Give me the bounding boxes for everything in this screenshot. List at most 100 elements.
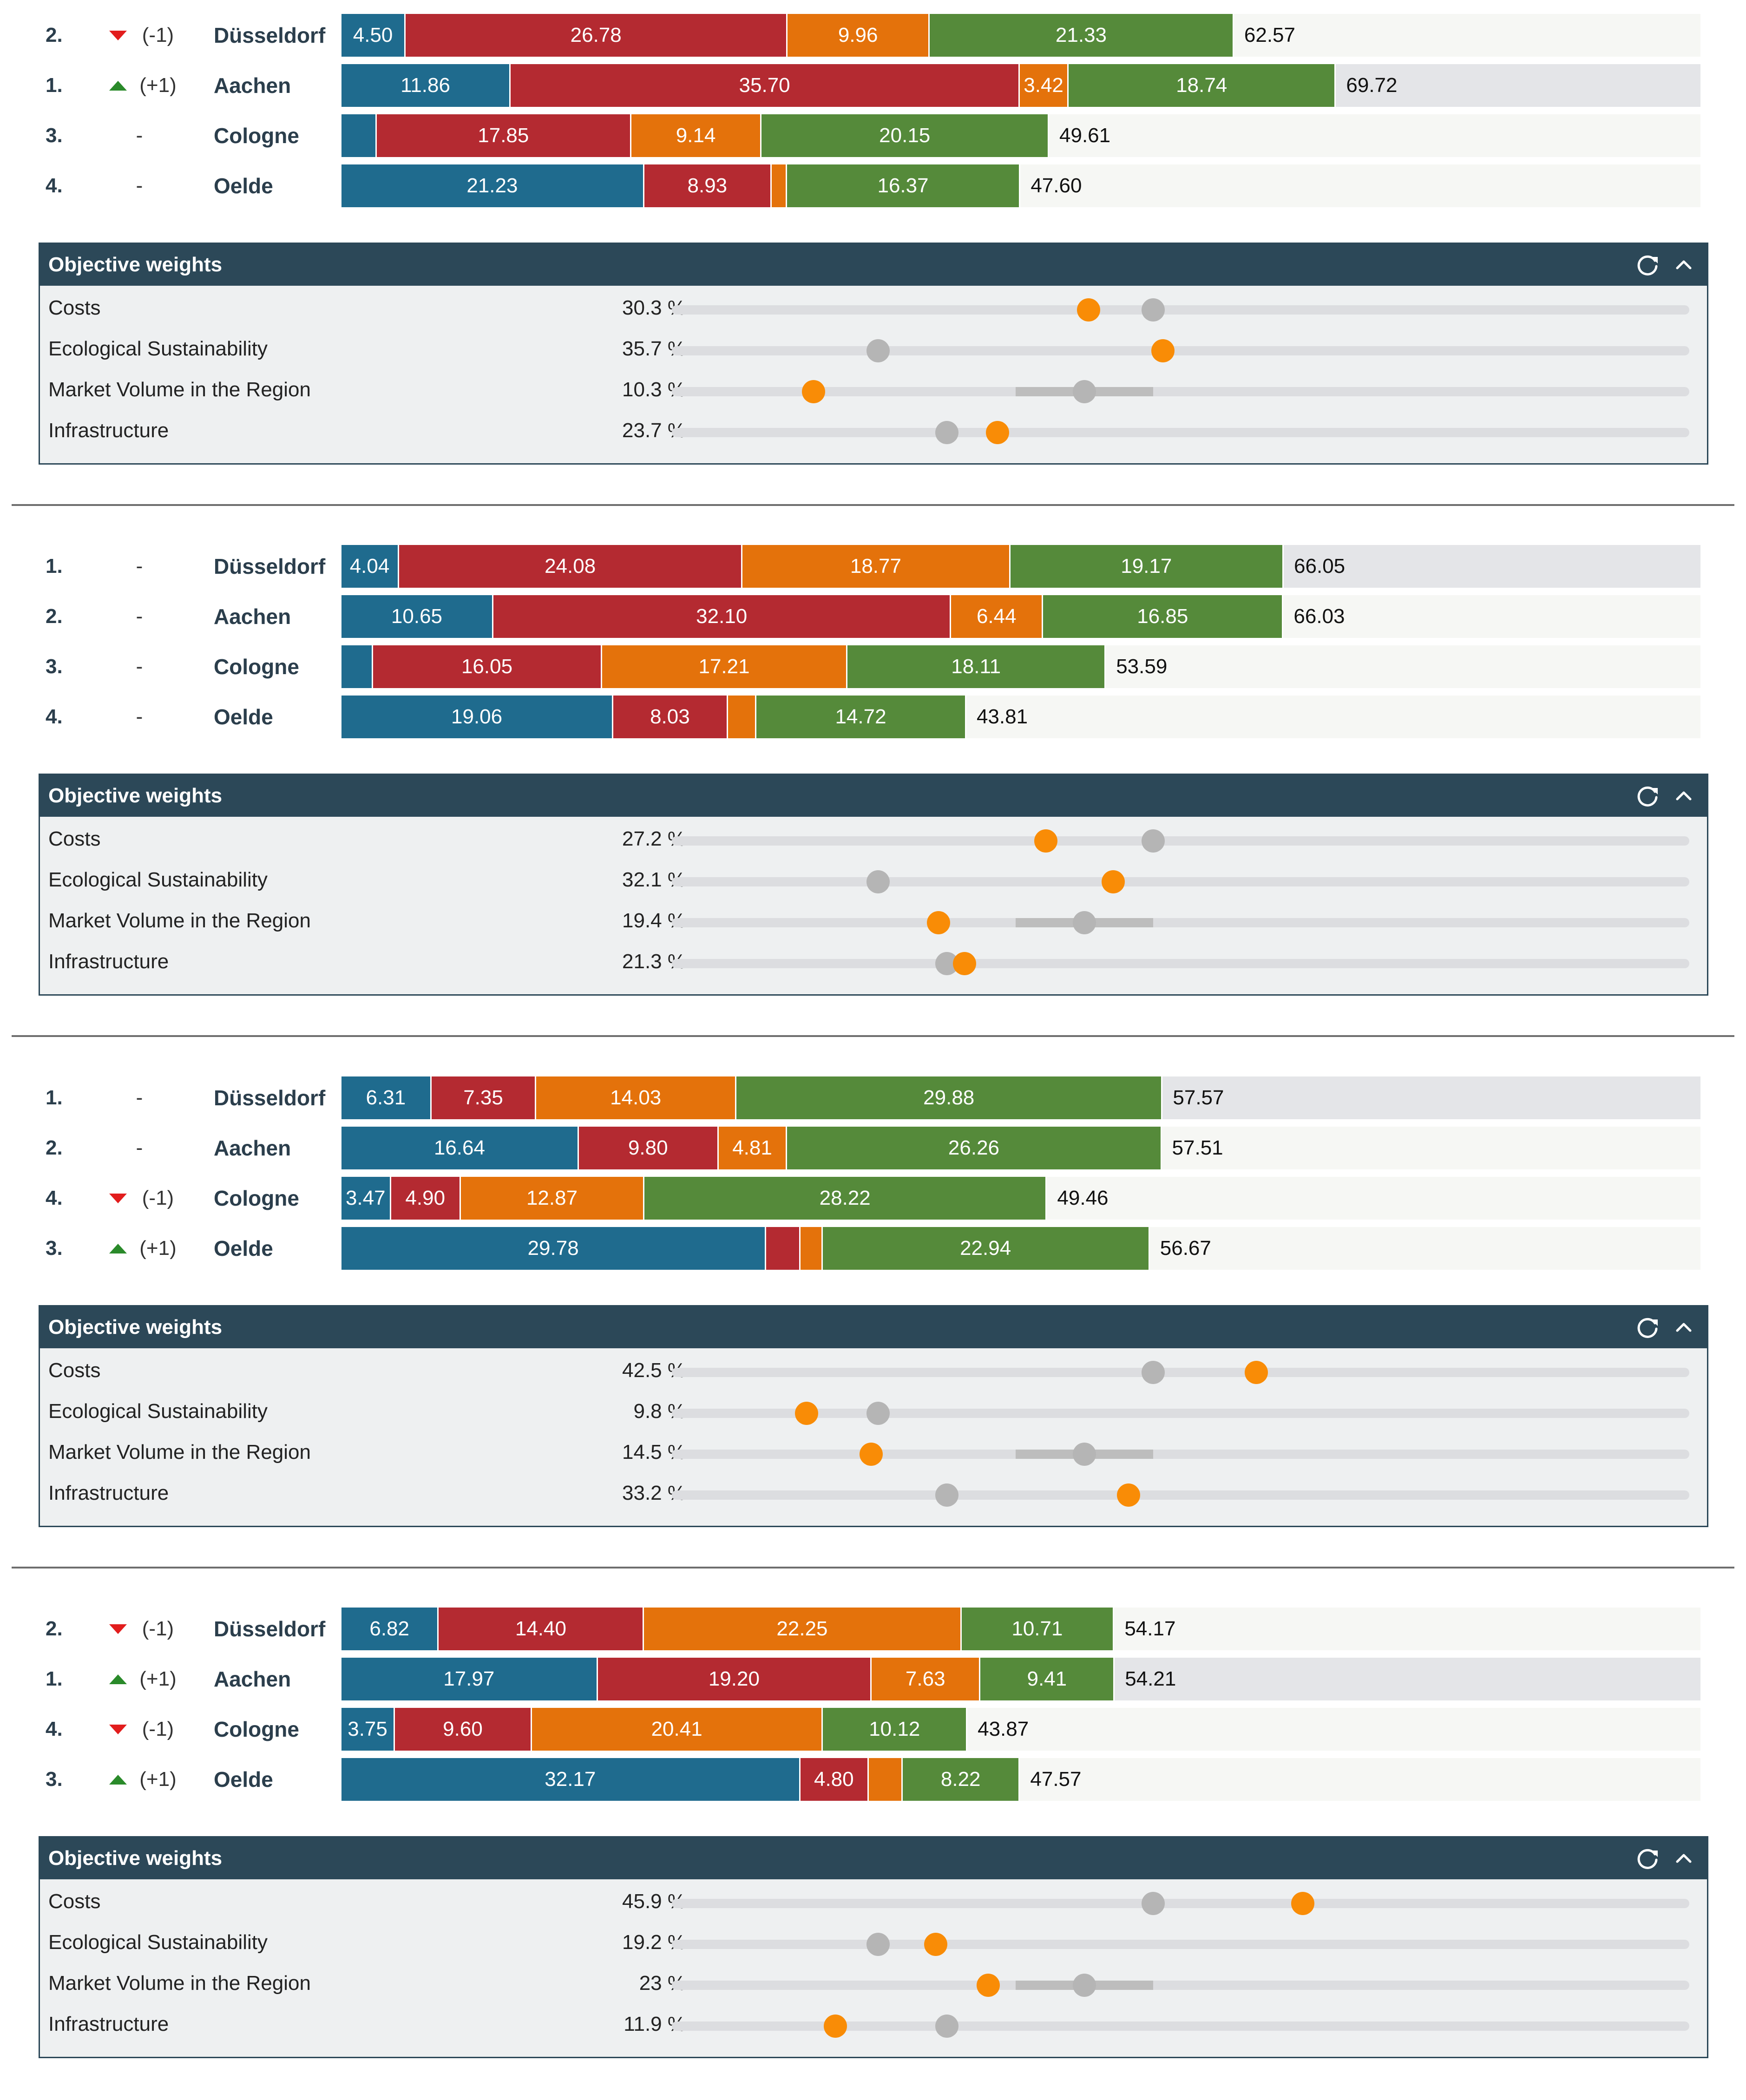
weight-slider-track[interactable] bbox=[672, 387, 1689, 396]
weight-slider-track[interactable] bbox=[672, 1490, 1689, 1500]
rank-change: - bbox=[136, 124, 143, 147]
total-score: 43.87 bbox=[978, 1718, 1029, 1740]
ranking-row[interactable]: 3. - Cologne 16.05 17.21 18.11 53.59 bbox=[0, 645, 1746, 688]
objective-label: Market Volume in the Region bbox=[48, 378, 311, 401]
ranking-row[interactable]: 1. (+1) Aachen 11.86 35.70 3.42 18.74 69.72 bbox=[0, 64, 1746, 107]
reference-weight-handle bbox=[1141, 298, 1165, 322]
current-weight-handle[interactable] bbox=[795, 1402, 819, 1425]
current-weight-handle[interactable] bbox=[953, 952, 977, 975]
bar-segment-ecological: 14.40 bbox=[439, 1608, 644, 1650]
refresh-icon[interactable] bbox=[1634, 252, 1661, 278]
city-name: Cologne bbox=[214, 1186, 299, 1210]
total-score: 56.67 bbox=[1160, 1237, 1211, 1260]
bar-segment-ecological: 9.80 bbox=[578, 1127, 719, 1169]
current-weight-handle[interactable] bbox=[801, 380, 825, 403]
weight-slider-track[interactable] bbox=[672, 1409, 1689, 1418]
ranking-row[interactable]: 3. (+1) Oelde 32.17 4.80 8.22 47.57 bbox=[0, 1758, 1746, 1801]
ranking-row[interactable]: 2. - Aachen 10.65 32.10 6.44 16.85 66.03 bbox=[0, 595, 1746, 638]
weight-slider-track[interactable] bbox=[672, 1450, 1689, 1459]
ranking-row[interactable]: 4. - Oelde 19.06 8.03 14.72 43.81 bbox=[0, 696, 1746, 738]
bar-segment-costs: 6.31 bbox=[341, 1076, 432, 1119]
bar-track: 21.23 8.93 16.37 47.60 bbox=[341, 164, 1700, 207]
current-weight-handle[interactable] bbox=[1244, 1361, 1268, 1384]
weight-slider-track[interactable] bbox=[672, 918, 1689, 927]
objective-row: Infrastructure 21.3 % bbox=[40, 941, 1707, 982]
objective-weight-value: 30.3 % bbox=[622, 296, 686, 319]
current-weight-handle[interactable] bbox=[924, 1933, 948, 1956]
current-weight-handle[interactable] bbox=[1291, 1892, 1315, 1915]
current-weight-handle[interactable] bbox=[927, 911, 951, 934]
current-weight-handle[interactable] bbox=[1034, 829, 1057, 853]
objective-label: Infrastructure bbox=[48, 1482, 169, 1504]
refresh-icon[interactable] bbox=[1634, 1846, 1661, 1872]
objective-row: Infrastructure 23.7 % bbox=[40, 410, 1707, 451]
bar-segment-ecological: 8.03 bbox=[613, 696, 728, 738]
reference-weight-handle bbox=[866, 1402, 890, 1425]
chevron-up-icon[interactable] bbox=[1674, 255, 1694, 276]
city-name: Düsseldorf bbox=[214, 1086, 326, 1110]
chevron-up-icon[interactable] bbox=[1674, 1318, 1694, 1338]
section-divider bbox=[12, 1035, 1734, 1037]
chevron-up-icon[interactable] bbox=[1674, 786, 1694, 807]
bar-segment-costs: 3.75 bbox=[341, 1708, 395, 1751]
current-weight-handle[interactable] bbox=[824, 2015, 847, 2038]
ranking-row[interactable]: 2. - Aachen 16.64 9.80 4.81 26.26 57.51 bbox=[0, 1127, 1746, 1169]
ranking-row[interactable]: 2. (-1) Düsseldorf 4.50 26.78 9.96 21.33 62.57 bbox=[0, 14, 1746, 57]
weight-slider-track[interactable] bbox=[672, 1940, 1689, 1949]
city-name: Düsseldorf bbox=[214, 23, 326, 47]
objective-label: Market Volume in the Region bbox=[48, 909, 311, 932]
refresh-icon[interactable] bbox=[1634, 1315, 1661, 1341]
rank-change: - bbox=[136, 555, 143, 578]
ranking-row[interactable]: 1. (+1) Aachen 17.97 19.20 7.63 9.41 54.21 bbox=[0, 1658, 1746, 1700]
chevron-up-icon[interactable] bbox=[1674, 1849, 1694, 1869]
objective-weight-value: 27.2 % bbox=[622, 827, 686, 850]
objective-row: Market Volume in the Region 23 % bbox=[40, 1963, 1707, 2004]
reference-weight-handle bbox=[1072, 1443, 1096, 1466]
weight-slider-track[interactable] bbox=[672, 1368, 1689, 1377]
current-weight-handle[interactable] bbox=[1151, 339, 1175, 362]
ranking-row[interactable]: 1. - Düsseldorf 4.04 24.08 18.77 19.17 66.05 bbox=[0, 545, 1746, 588]
section-divider bbox=[12, 504, 1734, 506]
bar-track: 3.75 9.60 20.41 10.12 43.87 bbox=[341, 1708, 1700, 1751]
weight-slider-track[interactable] bbox=[672, 877, 1689, 886]
ranking-row[interactable]: 4. (-1) Cologne 3.47 4.90 12.87 28.22 49.46 bbox=[0, 1177, 1746, 1220]
ranking-row[interactable]: 3. (+1) Oelde 29.78 22.94 56.67 bbox=[0, 1227, 1746, 1270]
weight-slider-track[interactable] bbox=[672, 428, 1689, 437]
bar-segment-costs: 29.78 bbox=[341, 1227, 767, 1270]
weight-slider-track[interactable] bbox=[672, 305, 1689, 315]
ranking-row[interactable]: 4. - Oelde 21.23 8.93 16.37 47.60 bbox=[0, 164, 1746, 207]
ranking-row[interactable]: 2. (-1) Düsseldorf 6.82 14.40 22.25 10.71 54.17 bbox=[0, 1608, 1746, 1650]
triangle-down-icon bbox=[109, 1624, 127, 1634]
current-weight-handle[interactable] bbox=[976, 1974, 1000, 1997]
objective-weight-value: 10.3 % bbox=[622, 378, 686, 401]
bar-track: 11.86 35.70 3.42 18.74 69.72 bbox=[341, 64, 1700, 107]
bar-segment-market bbox=[728, 696, 757, 738]
objective-weight-value: 9.8 % bbox=[633, 1400, 686, 1423]
ranking-row[interactable]: 4. (-1) Cologne 3.75 9.60 20.41 10.12 43.87 bbox=[0, 1708, 1746, 1751]
ranking-row[interactable]: 1. - Düsseldorf 6.31 7.35 14.03 29.88 57.57 bbox=[0, 1076, 1746, 1119]
weight-slider-track[interactable] bbox=[672, 2021, 1689, 2031]
current-weight-handle[interactable] bbox=[860, 1443, 883, 1466]
bar-track: 19.06 8.03 14.72 43.81 bbox=[341, 696, 1700, 738]
bar-segment-market: 17.21 bbox=[602, 645, 848, 688]
rank-change: (-1) bbox=[142, 1718, 174, 1740]
ranking-row[interactable]: 3. - Cologne 17.85 9.14 20.15 49.61 bbox=[0, 114, 1746, 157]
current-weight-handle[interactable] bbox=[986, 421, 1010, 444]
current-weight-handle[interactable] bbox=[1116, 1483, 1140, 1507]
objective-row: Market Volume in the Region 14.5 % bbox=[40, 1432, 1707, 1473]
weight-slider-track[interactable] bbox=[672, 346, 1689, 355]
city-name: Aachen bbox=[214, 73, 291, 98]
weight-slider-track[interactable] bbox=[672, 959, 1689, 968]
weight-slider-track[interactable] bbox=[672, 836, 1689, 846]
weight-slider-track[interactable] bbox=[672, 1981, 1689, 1990]
triangle-down-icon bbox=[109, 31, 127, 40]
bar-segment-market: 9.96 bbox=[788, 14, 930, 57]
current-weight-handle[interactable] bbox=[1076, 298, 1100, 322]
current-weight-handle[interactable] bbox=[1101, 870, 1125, 893]
city-name: Düsseldorf bbox=[214, 554, 326, 578]
bar-segment-costs: 21.23 bbox=[341, 164, 644, 207]
weight-slider-track[interactable] bbox=[672, 1899, 1689, 1908]
triangle-up-icon bbox=[109, 81, 127, 91]
refresh-icon[interactable] bbox=[1634, 783, 1661, 809]
bar-segment-infrastructure: 16.37 bbox=[787, 164, 1021, 207]
